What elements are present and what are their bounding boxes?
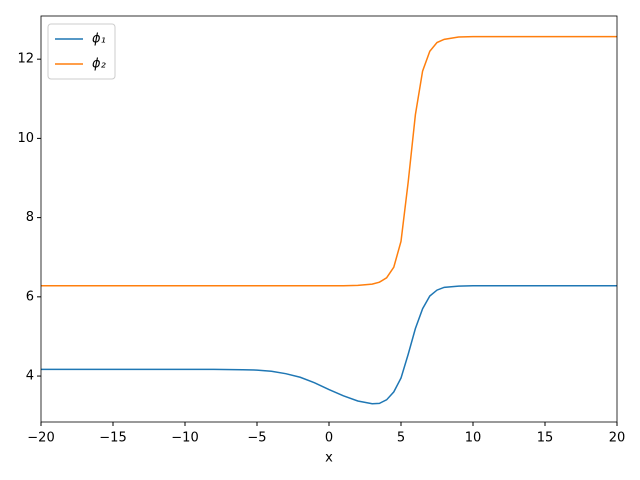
- x-tick-label: −5: [247, 431, 266, 446]
- x-tick-label: −15: [99, 431, 126, 446]
- series-line: [41, 284, 617, 405]
- y-tick-label: 8: [26, 210, 34, 225]
- axes-frame: [40, 15, 618, 423]
- y-tick-label: 6: [26, 289, 34, 304]
- y-tick-label: 12: [17, 52, 34, 67]
- y-tick-label: 4: [26, 369, 34, 384]
- x-tick-label: −20: [27, 431, 54, 446]
- x-tick-label: 10: [465, 431, 482, 446]
- legend-label: ϕ₂: [92, 57, 106, 72]
- legend-label: ϕ₁: [92, 32, 106, 47]
- x-axis-label: x: [325, 451, 333, 466]
- x-tick-label: 15: [537, 431, 554, 446]
- x-tick-label: 20: [609, 431, 626, 446]
- x-tick-label: −10: [171, 431, 198, 446]
- series-line: [41, 35, 617, 287]
- x-tick-label: 0: [325, 431, 333, 446]
- y-tick-label: 10: [17, 131, 34, 146]
- x-tick-label: 5: [397, 431, 405, 446]
- legend-box: [47, 23, 116, 80]
